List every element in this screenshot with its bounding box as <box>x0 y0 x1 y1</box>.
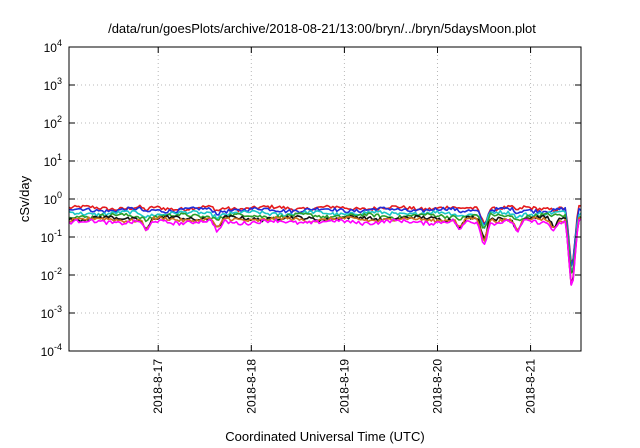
y-tick-base: 10 <box>44 41 58 55</box>
y-tick-exponent: -4 <box>54 342 62 352</box>
series-line <box>68 214 582 286</box>
x-tick-label: 2018-8-19 <box>337 359 351 414</box>
y-tick-label: 10-1 <box>41 228 62 245</box>
series-line <box>68 206 582 267</box>
y-tick-base: 10 <box>44 155 58 169</box>
series-line <box>68 209 582 272</box>
y-tick-base: 10 <box>44 193 58 207</box>
x-axis-label: Coordinated Universal Time (UTC) <box>225 429 424 444</box>
y-tick-label: 102 <box>44 114 62 131</box>
y-tick-base: 10 <box>41 231 55 245</box>
x-tick-label: 2018-8-21 <box>524 359 538 414</box>
x-tick-label: 2018-8-17 <box>151 359 165 414</box>
y-tick-exponent: -1 <box>54 228 62 238</box>
y-tick-base: 10 <box>44 117 58 131</box>
y-tick-label: 100 <box>44 190 62 207</box>
y-tick-label: 10-3 <box>41 304 62 321</box>
chart-title: /data/run/goesPlots/archive/2018-08-21/1… <box>108 21 536 36</box>
y-tick-label: 104 <box>44 38 62 55</box>
y-tick-base: 10 <box>44 79 58 93</box>
series-line <box>68 216 582 285</box>
x-axis: 2018-8-17 2018-8-18 2018-8-19 2018-8-20 2018… <box>151 47 538 414</box>
y-tick-label: 10-2 <box>41 266 62 283</box>
series-line <box>68 218 582 286</box>
y-tick-base: 10 <box>41 345 55 359</box>
series-group <box>68 204 582 286</box>
x-tick-label: 2018-8-18 <box>244 359 258 414</box>
y-tick-exponent: 2 <box>57 114 62 124</box>
y-axis-label: cSv/day <box>17 175 32 222</box>
y-tick-exponent: -2 <box>54 266 62 276</box>
grid <box>69 47 581 351</box>
y-tick-exponent: 4 <box>57 38 62 48</box>
y-tick-exponent: -3 <box>54 304 62 314</box>
y-tick-label: 10-4 <box>41 342 62 359</box>
y-tick-label: 101 <box>44 152 62 169</box>
y-tick-exponent: 0 <box>57 190 62 200</box>
x-tick-label: 2018-8-20 <box>430 359 444 414</box>
y-tick-base: 10 <box>41 307 55 321</box>
y-tick-label: 103 <box>44 76 62 93</box>
y-tick-base: 10 <box>41 269 55 283</box>
y-tick-exponent: 3 <box>57 76 62 86</box>
y-tick-exponent: 1 <box>57 152 62 162</box>
